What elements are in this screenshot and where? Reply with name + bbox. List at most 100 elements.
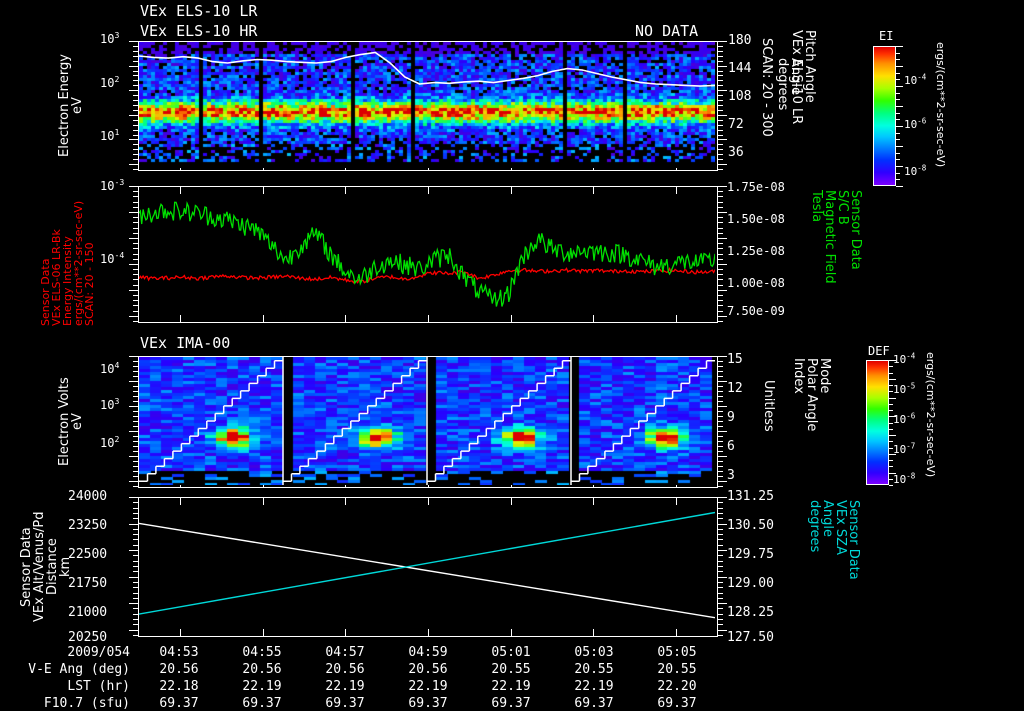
axis-tick [133,202,138,203]
axis-tick [718,366,723,367]
panel3-ytick-1e3: 103 [100,396,120,412]
axis-tick [718,222,723,223]
axis-tick [718,550,727,551]
axis-tick [133,401,138,402]
colorbar-ei-tick-1: 10-4 [904,72,927,87]
panel3-rtick-6: 6 [727,439,735,454]
axis-tick [718,436,723,437]
colorbar-tick [889,385,893,386]
footer-row-label-3: F10.7 (sfu) [43,696,130,711]
axis-tick [718,431,727,432]
footer-row-label-2: LST (hr) [67,679,130,694]
axis-tick [133,366,138,367]
axis-tick [718,207,723,208]
panel1-right-axis-units: Angle degrees [775,58,803,111]
axis-tick [133,421,138,422]
axis-vtick [428,629,429,636]
axis-tick [718,125,723,126]
footer-cell: 04:55 [242,645,282,660]
footer-cell: 69.37 [574,696,614,711]
axis-tick [133,149,138,150]
axis-tick [129,90,138,91]
axis-vtick [263,629,264,636]
axis-vtick [263,187,264,194]
axis-tick [133,598,138,599]
axis-tick [718,305,723,306]
axis-tick [718,169,723,170]
axis-tick [718,416,723,417]
axis-tick [718,566,723,567]
colorbar-tick [889,416,896,417]
colorbar-tick [889,404,893,405]
axis-tick [129,290,138,291]
axis-tick [718,300,723,301]
colorbar-tick [896,146,903,147]
panel-altitude-sza [138,497,718,637]
panel4-rtick-1: 131.25 [727,489,774,504]
axis-tick [133,269,138,270]
axis-tick [718,66,727,67]
axis-tick [718,486,723,487]
panel3-overlay [139,357,715,485]
axis-tick [133,614,138,615]
axis-tick [718,233,723,234]
panel2-rtick-1: 1.75e-08 [727,180,785,194]
p1-ticks-R [718,41,727,170]
colorbar-tick [896,139,900,140]
footer-cell: 20.56 [242,662,282,677]
axis-tick [129,212,138,213]
footer-cell: 22.19 [242,679,282,694]
axis-tick [718,135,723,136]
axis-vtick [676,498,677,505]
axis-tick [718,426,723,427]
axis-tick [133,191,138,192]
colorbar-def-tick-4: 10-7 [893,441,916,456]
axis-tick [133,222,138,223]
axis-tick [133,635,138,636]
axis-tick [133,95,138,96]
colorbar-tick [889,479,893,480]
axis-vtick [180,187,181,194]
axis-tick [718,356,727,357]
axis-vtick [593,315,594,322]
axis-tick [718,259,723,260]
colorbar-tick [889,423,893,424]
axis-tick [133,105,138,106]
axis-tick [133,608,138,609]
panel2-rtick-4: 1.00e-08 [727,276,785,290]
axis-tick [718,614,723,615]
colorbar-tick [889,448,893,449]
axis-vtick [593,187,594,194]
panel1-ytick-100: 102 [100,74,120,90]
axis-tick [718,456,727,457]
axis-tick [133,508,138,509]
panel-ima [138,356,718,488]
axis-tick [133,243,138,244]
axis-tick [133,534,138,535]
panel2-right-axis-label: Sensor Data S/C B Magnetic Field Tesla [809,190,863,284]
footer-cell: 20.55 [657,662,697,677]
panel2-series-1 [139,201,715,307]
axis-tick [133,555,138,556]
axis-tick [718,406,727,407]
axis-tick [133,207,138,208]
axis-tick [133,279,138,280]
axis-tick [718,587,723,588]
axis-vtick [180,498,181,505]
panel4-rtick-5: 128.25 [727,605,774,620]
panel3-right-axis-units: Unitless [761,380,776,432]
footer-cell: 20.56 [408,662,448,677]
footer-cell: 22.19 [574,679,614,694]
colorbar-tick [896,159,900,160]
axis-tick [133,587,138,588]
axis-tick [133,461,138,462]
axis-tick [718,461,723,462]
axis-tick [718,269,723,270]
axis-tick [718,186,727,187]
panel4-ytick-23250: 23250 [68,518,108,533]
axis-tick [718,130,723,131]
axis-tick [718,481,727,482]
colorbar-ei-title: EI [879,29,894,43]
axis-tick [129,115,138,116]
axis-tick [129,550,138,551]
